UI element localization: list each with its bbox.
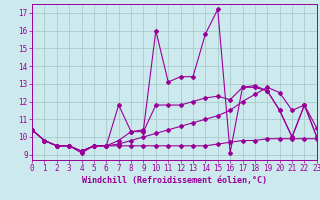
- X-axis label: Windchill (Refroidissement éolien,°C): Windchill (Refroidissement éolien,°C): [82, 176, 267, 185]
